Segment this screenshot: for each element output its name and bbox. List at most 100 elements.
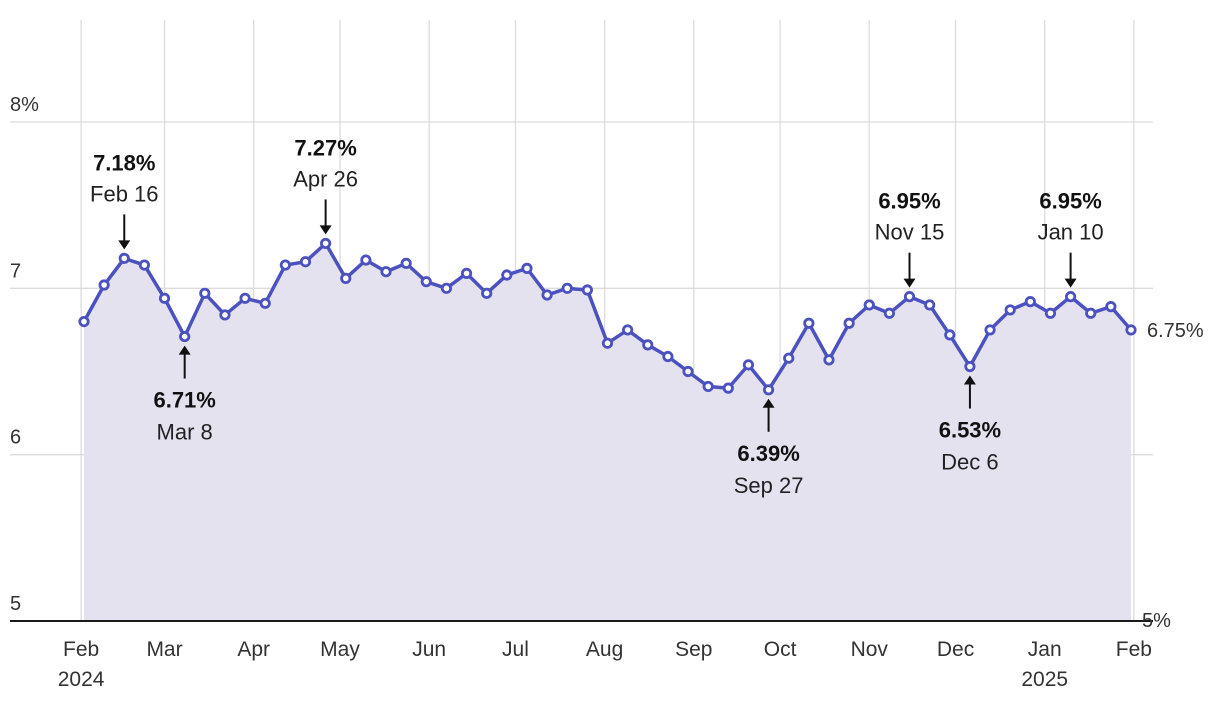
data-point: [299, 256, 312, 268]
annotation-arrow-head: [319, 225, 332, 235]
data-point: [380, 266, 392, 278]
end-value-label: 6.75%: [1147, 320, 1204, 342]
data-point: [722, 382, 734, 394]
x-tick-year-label: 2024: [58, 668, 105, 691]
x-tick-label: May: [320, 638, 360, 661]
annotation-arrow-head: [963, 375, 976, 385]
data-point: [440, 282, 453, 294]
data-point: [783, 352, 795, 364]
annotation-date: Apr 26: [293, 166, 358, 191]
data-point: [642, 339, 654, 351]
data-point: [199, 287, 211, 299]
annotation-date: Sep 27: [734, 473, 804, 498]
annotation-value: 7.18%: [93, 150, 155, 175]
annotation-value: 6.53%: [939, 418, 1001, 443]
data-point: [601, 337, 614, 349]
rate-points: [78, 237, 1137, 396]
data-point: [219, 309, 231, 321]
x-tick-label: Aug: [586, 638, 623, 661]
annotation-arrow-head: [903, 278, 916, 288]
data-point: [360, 254, 372, 266]
y-axis-ticks: 5 6 7 8%: [10, 94, 39, 615]
x-tick-label: Feb: [63, 638, 99, 661]
data-point: [581, 284, 593, 296]
annotation-value: 6.71%: [153, 388, 215, 413]
data-point: [984, 324, 996, 336]
data-point: [964, 360, 976, 373]
annotation-date: Nov 15: [875, 220, 945, 245]
data-point: [1105, 301, 1117, 313]
data-point: [1125, 324, 1137, 336]
y-tick-label: 5: [10, 593, 21, 615]
annotation: 7.18% Feb 16: [90, 150, 159, 250]
data-point: [702, 380, 714, 393]
annotation-value: 6.95%: [878, 189, 940, 214]
x-tick-label: Jan: [1028, 638, 1062, 661]
annotations: 7.18% Feb 16 6.71% Mar 8 7.27% Apr 26 6.39% Sep…: [90, 135, 1104, 497]
annotation: 6.39% Sep 27: [734, 398, 804, 498]
data-point: [843, 317, 855, 329]
y-tick-label: 8%: [10, 94, 39, 116]
y-tick-label: 6: [10, 427, 21, 449]
data-point: [903, 291, 916, 303]
annotation: 6.95% Jan 10: [1038, 189, 1104, 288]
x-tick-label: Jun: [412, 638, 446, 661]
x-tick-label: Nov: [851, 638, 889, 661]
data-point: [561, 282, 573, 294]
data-point: [340, 272, 352, 284]
annotation: 7.27% Apr 26: [293, 135, 358, 235]
y-tick-label: 7: [10, 260, 21, 282]
annotation-date: Feb 16: [90, 181, 159, 206]
data-point: [1085, 307, 1097, 319]
data-point: [98, 279, 110, 291]
x-tick-label: Sep: [675, 638, 712, 661]
annotation-arrow-head: [1064, 278, 1077, 288]
data-point: [742, 359, 755, 371]
data-point: [1044, 307, 1057, 319]
data-point: [400, 257, 412, 269]
data-point: [521, 262, 533, 274]
annotation: 6.53% Dec 6: [939, 375, 1001, 475]
data-point: [239, 292, 251, 304]
rate-area-fill: [84, 243, 1131, 621]
data-point: [622, 324, 634, 336]
annotation-arrow-head: [762, 398, 775, 408]
x-tick-label: Mar: [146, 638, 182, 661]
data-point: [1004, 304, 1016, 316]
data-point: [541, 289, 553, 301]
data-point: [863, 299, 875, 311]
annotation-value: 7.27%: [294, 135, 356, 160]
x-axis-ticks: Feb 2024 Mar Apr May Jun Jul Aug Sep Oct Nov Dec Jan…: [58, 638, 1152, 691]
data-point: [78, 315, 90, 328]
annotation-arrow-head: [178, 345, 191, 355]
data-point: [138, 259, 151, 271]
x-tick-label: Dec: [937, 638, 974, 661]
data-point: [420, 276, 432, 288]
data-point: [944, 329, 956, 341]
data-point: [1064, 291, 1077, 303]
annotation-value: 6.95%: [1039, 189, 1101, 214]
data-point: [501, 269, 513, 281]
data-point: [179, 330, 191, 343]
annotation: 6.71% Mar 8: [153, 345, 216, 445]
data-point: [662, 350, 674, 363]
annotation-date: Mar 8: [157, 420, 213, 445]
x-tick-label: Apr: [237, 638, 270, 661]
annotation-arrow-head: [118, 240, 131, 250]
data-point: [118, 252, 130, 264]
annotation: 6.95% Nov 15: [875, 189, 945, 288]
x-tick-label: Oct: [764, 638, 797, 661]
data-point: [320, 237, 332, 250]
data-point: [823, 354, 835, 366]
data-point: [762, 384, 775, 396]
annotation-date: Dec 6: [941, 450, 998, 475]
data-point: [259, 297, 271, 309]
data-point: [279, 259, 291, 271]
right-axis-label: 5%: [1142, 610, 1171, 632]
data-point: [158, 292, 171, 304]
x-tick-label: Jul: [502, 638, 529, 661]
x-tick-label: Feb: [1116, 638, 1152, 661]
data-point: [803, 317, 815, 329]
data-point: [883, 307, 895, 319]
